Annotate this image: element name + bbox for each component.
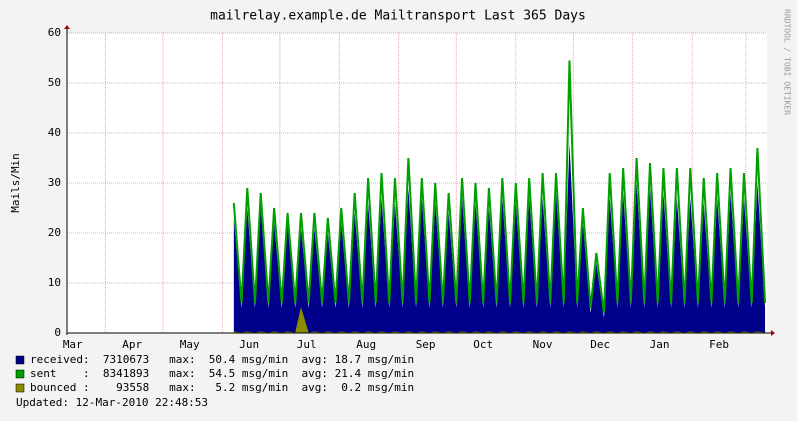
x-tick-label: Apr	[122, 338, 142, 351]
x-tick-label: Jan	[650, 338, 670, 351]
chart-title: mailrelay.example.de Mailtransport Last …	[210, 9, 586, 24]
axis-arrow	[64, 25, 70, 29]
x-tick-label: Dec	[590, 338, 610, 351]
line	[232, 60, 767, 314]
legend-entry: sent : 8341893 max: 54.5 msg/min avg: 21…	[30, 367, 414, 380]
y-tick-label: 60	[48, 26, 61, 39]
y-tick-label: 50	[48, 76, 61, 89]
x-tick-label: Nov	[533, 338, 553, 351]
y-tick-label: 30	[48, 176, 61, 189]
x-tick-label: Jul	[297, 338, 317, 351]
x-tick-label: Jun	[239, 338, 259, 351]
x-tick-label: May	[180, 338, 200, 351]
axis-arrow	[771, 330, 775, 336]
legend-swatch	[15, 369, 25, 379]
x-tick-label: Oct	[473, 338, 493, 351]
side-label: RRDTOOL / TOBI OETIKER	[783, 9, 792, 115]
legend-entry: received: 7310673 max: 50.4 msg/min avg:…	[30, 353, 414, 366]
legend-entry: bounced : 93558 max: 5.2 msg/min avg: 0.…	[30, 381, 414, 394]
x-tick-label: Mar	[63, 338, 83, 351]
legend-swatch	[15, 383, 25, 393]
legend-swatch	[15, 355, 25, 365]
y-axis-label: Mails/Min	[9, 153, 22, 213]
y-tick-label: 10	[48, 276, 61, 289]
x-tick-label: Sep	[416, 338, 436, 351]
x-tick-label: Feb	[709, 338, 729, 351]
updated: Updated: 12-Mar-2010 22:48:53	[16, 396, 208, 409]
y-tick-label: 0	[54, 326, 61, 339]
y-tick-label: 40	[48, 126, 61, 139]
x-tick-label: Aug	[356, 338, 376, 351]
y-tick-label: 20	[48, 226, 61, 239]
